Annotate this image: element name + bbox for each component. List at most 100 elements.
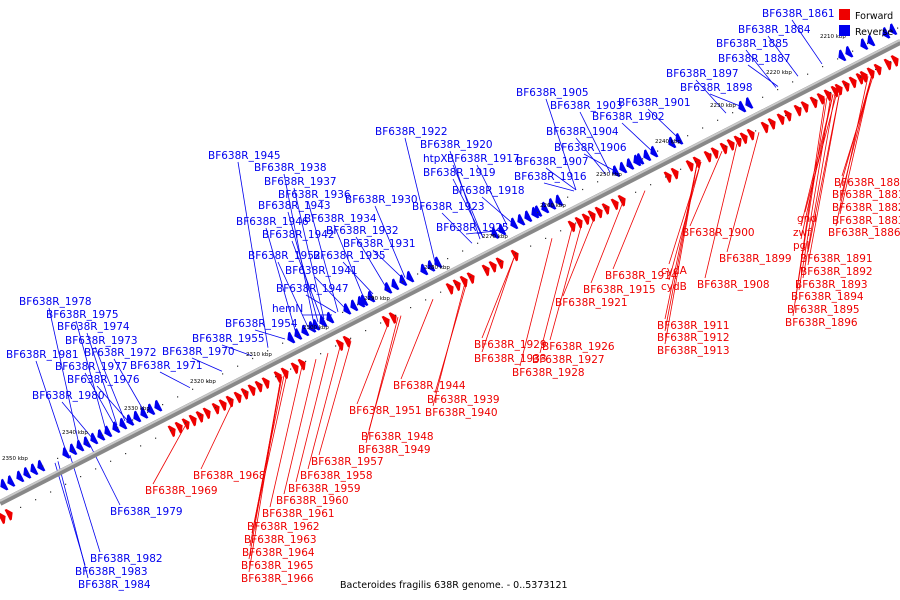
forward-gene (830, 85, 839, 98)
scale-mark (545, 237, 547, 239)
reverse-leader-line (84, 372, 116, 427)
gene-features (0, 23, 899, 525)
scale-mark (230, 399, 232, 401)
scale-mark (590, 214, 592, 216)
forward-gene-label: BF638R_1948 (361, 431, 434, 443)
forward-leader-line (792, 98, 826, 317)
scale-mark (515, 253, 517, 255)
forward-gene (202, 407, 211, 420)
forward-leader-line (400, 299, 434, 380)
forward-gene-label: BF638R_1933 (474, 353, 547, 365)
reverse-leader-line (747, 64, 779, 87)
reverse-gene (745, 97, 754, 109)
reverse-gene-label: BF638R_1982 (90, 553, 163, 565)
reverse-leader-line (314, 276, 346, 309)
reverse-leader-line (545, 167, 577, 191)
reverse-gene (69, 443, 78, 456)
forward-gene (445, 283, 454, 295)
reverse-leader-line (113, 358, 145, 412)
forward-gene-label: BF638R_1963 (244, 534, 317, 546)
reverse-gene-label: BF638R_1981 (6, 349, 79, 361)
genome-backbone (0, 39, 900, 506)
reverse-gene (406, 270, 415, 283)
forward-gene-label: BF638R_1880 (834, 177, 900, 189)
forward-gene-label: BF638R_1968 (193, 470, 266, 482)
forward-gene (848, 76, 857, 89)
reverse-gene-label: BF638R_1971 (130, 360, 203, 372)
reverse-leader-line (307, 200, 339, 312)
reverse-gene-label: BF638R_1919 (423, 167, 496, 179)
reverse-gene (619, 161, 628, 174)
reverse-gene (838, 49, 847, 62)
reverse-leader-line (621, 122, 653, 152)
forward-gene (873, 63, 882, 76)
scale-mark (57, 457, 59, 459)
reverse-gene (90, 432, 99, 445)
scale-mark (245, 391, 247, 393)
scale-mark (807, 73, 809, 75)
reverse-gene-label: BF638R_1974 (57, 321, 130, 333)
reverse-gene (636, 152, 645, 165)
reverse-gene (133, 410, 142, 423)
scale-mark (380, 322, 382, 324)
scale-mark (582, 188, 584, 191)
reverse-gene-label: BF638R_1970 (162, 346, 235, 358)
scale-mark (320, 353, 322, 355)
scale-mark (552, 204, 554, 206)
reverse-gene (7, 475, 16, 487)
scale-mark (650, 184, 652, 186)
reverse-leader-line (96, 385, 128, 421)
reverse-leader-line (791, 19, 823, 65)
reverse-gene (491, 227, 500, 239)
scale-mark (162, 404, 164, 406)
scale-mark (560, 230, 562, 232)
reverse-gene (420, 263, 429, 276)
reverse-leader-line (159, 371, 191, 389)
forward-leader-line (807, 90, 841, 266)
scale-ticks: 2210 kbp 2220 kbp 2230 kbp 2240 kbp 2250 kbp… (2, 27, 899, 508)
scale-mark (140, 445, 142, 447)
scale-mark (455, 283, 457, 286)
forward-gene (610, 198, 619, 211)
reverse-gene (534, 205, 543, 217)
reverse-gene-label: BF638R_1938 (254, 162, 327, 174)
scale-mark (237, 365, 239, 367)
scale-tick-label: 2210 kbp (820, 34, 846, 40)
scale-mark (755, 130, 757, 132)
forward-leader-line (200, 401, 234, 470)
reverse-gene-label: BF638R_1976 (67, 374, 140, 386)
forward-gene (335, 339, 344, 352)
forward-gene (703, 150, 712, 163)
forward-gene (733, 135, 742, 148)
forward-gene (581, 213, 590, 226)
scale-mark (72, 450, 74, 452)
reverse-gene-label: BF638R_1955 (192, 333, 265, 345)
reverse-gene-label: BF638R_1932 (326, 225, 399, 237)
reverse-gene-label: BF638R_1943 (258, 200, 331, 212)
forward-gene-label: BF638R_1912 (657, 332, 730, 344)
scale-mark (605, 207, 607, 209)
scale-mark (852, 50, 854, 52)
scale-mark (882, 35, 884, 37)
forward-gene (574, 217, 583, 229)
forward-leader-line (539, 227, 573, 354)
scale-tick-label: 2340 kbp (62, 430, 88, 436)
reverse-leader-line (48, 307, 80, 445)
forward-gene (841, 80, 850, 92)
forward-leader-line (689, 151, 723, 227)
reverse-gene (434, 256, 443, 269)
reverse-gene (343, 303, 352, 315)
forward-gene (290, 362, 299, 375)
reverse-gene (62, 446, 71, 459)
reverse-leader-line (404, 137, 436, 263)
forward-gene (181, 418, 190, 430)
legend-forward-swatch (839, 9, 850, 20)
forward-leader-line (612, 190, 646, 270)
reverse-gene-label: BF638R_1904 (546, 126, 619, 138)
forward-gene (890, 55, 899, 67)
scale-tick-label: 2240 kbp (655, 139, 681, 145)
scale-mark (155, 437, 157, 439)
scale-mark (890, 61, 892, 63)
scale-mark (387, 288, 389, 290)
scale-mark (620, 199, 622, 201)
